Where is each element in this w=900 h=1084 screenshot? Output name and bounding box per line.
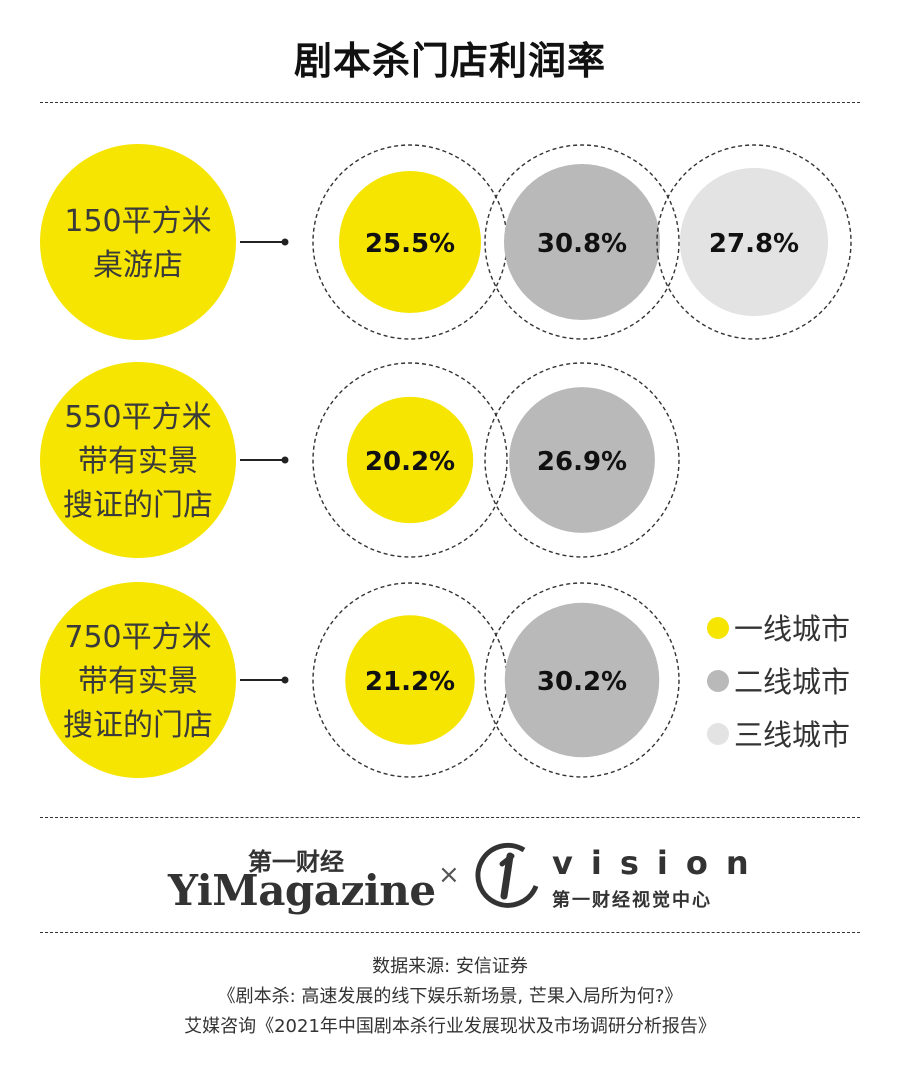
connector-dot bbox=[281, 238, 289, 246]
yimagazine-logo: YiMagazine bbox=[168, 866, 436, 915]
legend-label: 一线城市 bbox=[734, 612, 850, 646]
legend-swatch bbox=[707, 723, 729, 745]
bubble-二线城市 bbox=[504, 164, 660, 320]
divider-middle bbox=[40, 817, 860, 818]
yimagazine-cn-logo: 第一财经 bbox=[248, 848, 344, 876]
bubble-outline-ring bbox=[312, 362, 508, 558]
bubble-value-label: 27.8% bbox=[709, 229, 799, 259]
bubble-outline-ring bbox=[484, 582, 680, 778]
group-label-line: 搜证的门店 bbox=[63, 488, 213, 523]
divider-top bbox=[40, 102, 860, 103]
source-line-2: 《剧本杀: 高速发展的线下娱乐新场景, 芒果入局所为何?》 bbox=[217, 986, 683, 1007]
legend-label: 三线城市 bbox=[734, 718, 850, 752]
group-label-line: 750平方米 bbox=[64, 620, 211, 655]
separator-icon: × bbox=[438, 860, 460, 890]
vision-logo-cn: 第一财经视觉中心 bbox=[552, 890, 712, 911]
group-label-circle bbox=[40, 362, 236, 558]
source-line-1: 数据来源: 安信证券 bbox=[372, 956, 528, 977]
bubble-outline-ring bbox=[484, 144, 680, 340]
legend-label: 二线城市 bbox=[734, 665, 850, 699]
page-title: 剧本杀门店利润率 bbox=[293, 39, 606, 83]
bubble-一线城市 bbox=[345, 615, 475, 745]
connector-dot bbox=[281, 676, 289, 684]
group-label-line: 550平方米 bbox=[64, 400, 211, 435]
bubble-二线城市 bbox=[509, 387, 655, 533]
bubble-outline-ring bbox=[484, 362, 680, 558]
group-label-line: 150平方米 bbox=[64, 204, 211, 239]
divider-bottom bbox=[40, 932, 860, 933]
bubble-value-label: 20.2% bbox=[365, 447, 455, 477]
bubble-一线城市 bbox=[339, 171, 481, 313]
legend-swatch bbox=[707, 670, 729, 692]
bubble-一线城市 bbox=[346, 396, 474, 524]
group-label-circle bbox=[40, 582, 236, 778]
vision-logo-icon bbox=[475, 842, 539, 908]
vision-logo-text: vision bbox=[552, 844, 767, 882]
group-label-line: 带有实景 bbox=[78, 444, 198, 479]
bubble-value-label: 26.9% bbox=[537, 447, 627, 477]
connector-dot bbox=[281, 456, 289, 464]
bubble-二线城市 bbox=[504, 602, 660, 758]
bubble-三线城市 bbox=[679, 167, 829, 317]
bubble-value-label: 21.2% bbox=[365, 667, 455, 697]
legend-swatch bbox=[707, 617, 729, 639]
group-label-circle bbox=[40, 144, 236, 340]
source-notes: 数据来源: 安信证券 《剧本杀: 高速发展的线下娱乐新场景, 芒果入局所为何?》… bbox=[0, 952, 900, 1042]
group-label-line: 搜证的门店 bbox=[63, 708, 213, 743]
bubble-value-label: 25.5% bbox=[365, 229, 455, 259]
bubble-outline-ring bbox=[656, 144, 852, 340]
brand-logos: 第一财经 YiMagazine × vision 第一财经视觉中心 bbox=[0, 830, 900, 926]
group-label-line: 桌游店 bbox=[93, 248, 183, 283]
bubble-value-label: 30.2% bbox=[537, 667, 627, 697]
bubble-value-label: 30.8% bbox=[537, 229, 627, 259]
group-label-line: 带有实景 bbox=[78, 664, 198, 699]
source-line-3: 艾媒咨询《2021年中国剧本杀行业发展现状及市场调研分析报告》 bbox=[184, 1016, 716, 1037]
